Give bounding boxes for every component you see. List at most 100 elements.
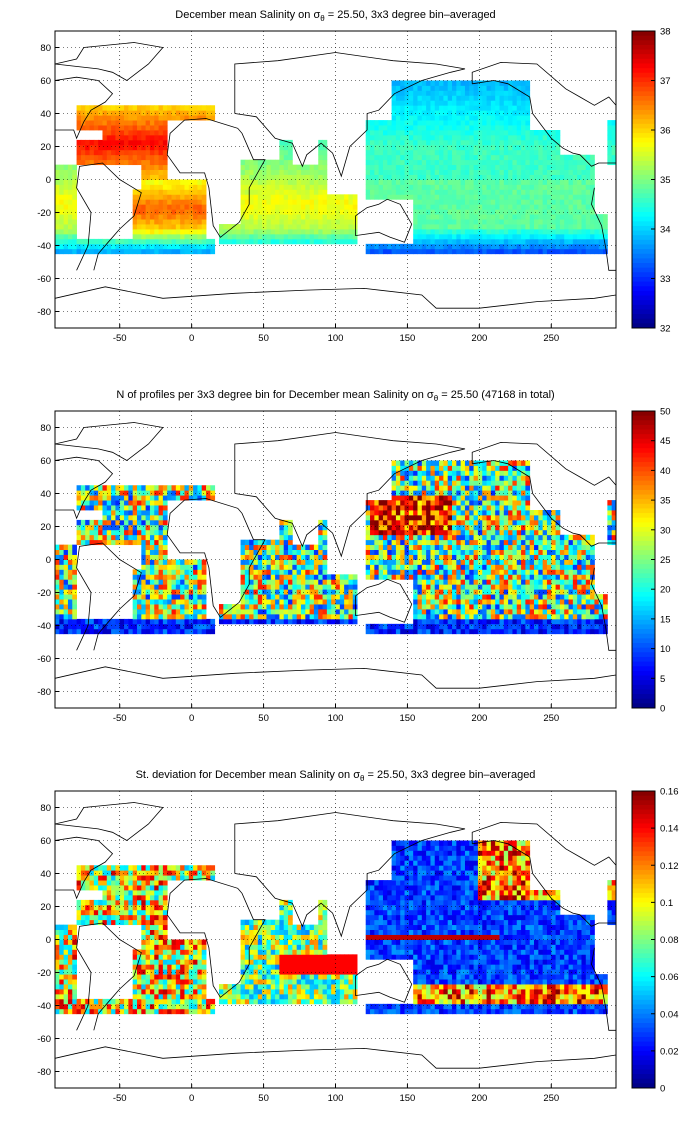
data-bin [270, 189, 276, 195]
data-bin [400, 154, 405, 161]
data-bin [279, 589, 285, 595]
data-bin [555, 618, 561, 625]
data-bin [132, 120, 138, 126]
data-bin [551, 184, 556, 190]
data-bin [145, 134, 151, 141]
data-bin [283, 574, 289, 580]
data-bin [456, 199, 462, 205]
data-bin [607, 139, 613, 146]
data-bin [59, 179, 65, 185]
coastline [166, 118, 266, 238]
data-bin [296, 559, 302, 565]
data-bin [344, 224, 349, 230]
data-bin [167, 604, 172, 610]
data-bin [529, 529, 535, 536]
data-bin [318, 559, 323, 565]
data-bin [581, 604, 587, 610]
data-bin [59, 214, 65, 220]
data-bin [275, 164, 280, 170]
data-bin [188, 229, 194, 235]
data-bin [154, 559, 159, 565]
data-bin [158, 164, 164, 170]
data-bin [434, 554, 440, 560]
data-bin [508, 85, 513, 91]
data-bin [154, 189, 159, 195]
data-bin [603, 224, 608, 230]
data-bin [460, 105, 466, 111]
data-bin [136, 519, 142, 526]
data-bin [581, 589, 587, 595]
data-bin [577, 184, 582, 190]
data-bin [521, 534, 526, 541]
data-bin [585, 628, 591, 635]
data-bin [464, 564, 470, 570]
data-bin [162, 154, 168, 161]
data-bin [188, 604, 194, 610]
data-bin [300, 209, 306, 215]
data-bin [93, 144, 99, 151]
data-bin [352, 204, 358, 210]
data-bin [555, 519, 561, 526]
data-bin [464, 169, 470, 175]
data-bin [490, 594, 496, 600]
data-bin [283, 154, 289, 161]
data-bin [512, 179, 518, 185]
data-bin [193, 618, 198, 625]
data-bin [529, 134, 535, 141]
data-bin [382, 243, 388, 250]
data-bin [460, 248, 466, 255]
data-bin [119, 115, 125, 121]
data-bin [495, 169, 500, 175]
data-bin [486, 154, 492, 161]
data-bin [55, 589, 60, 595]
data-bin [102, 618, 108, 625]
data-bin [404, 164, 410, 170]
data-bin [430, 609, 436, 615]
data-bin [525, 184, 531, 190]
data-bin [197, 609, 203, 615]
data-bin [55, 233, 60, 240]
data-bin [546, 179, 552, 185]
data-bin [542, 130, 548, 136]
data-bin [80, 524, 86, 531]
data-bin [201, 564, 207, 570]
data-bin [197, 233, 203, 240]
data-bin [154, 144, 159, 151]
data-bin [516, 159, 522, 166]
data-bin [154, 510, 159, 516]
data-bin [542, 599, 548, 605]
data-bin [158, 574, 164, 580]
data-bin [158, 579, 164, 585]
data-bin [141, 243, 147, 250]
data-bin [460, 159, 466, 166]
data-bin [512, 618, 518, 625]
data-bin [594, 229, 600, 235]
data-bin [309, 544, 315, 550]
data-bin [266, 194, 272, 200]
data-bin [473, 125, 479, 131]
data-bin [249, 574, 254, 580]
data-bin [568, 224, 574, 230]
data-bin [607, 524, 613, 531]
data-bin [572, 589, 578, 595]
data-bin [413, 214, 418, 220]
data-bin [534, 214, 539, 220]
data-bin [98, 159, 103, 166]
data-bin [72, 594, 77, 600]
data-bin [456, 224, 462, 230]
data-bin [184, 209, 190, 215]
data-bin [430, 628, 436, 635]
data-bin [551, 159, 556, 166]
data-bin [119, 628, 125, 635]
data-bin [452, 214, 457, 220]
data-bin [434, 233, 440, 240]
data-bin [499, 144, 505, 151]
data-bin [141, 214, 147, 220]
data-bin [603, 248, 608, 255]
data-bin [452, 564, 457, 570]
data-bin [149, 524, 155, 531]
data-bin [611, 154, 617, 161]
data-bin [395, 159, 401, 166]
data-bin [72, 549, 77, 555]
data-bin [443, 594, 449, 600]
